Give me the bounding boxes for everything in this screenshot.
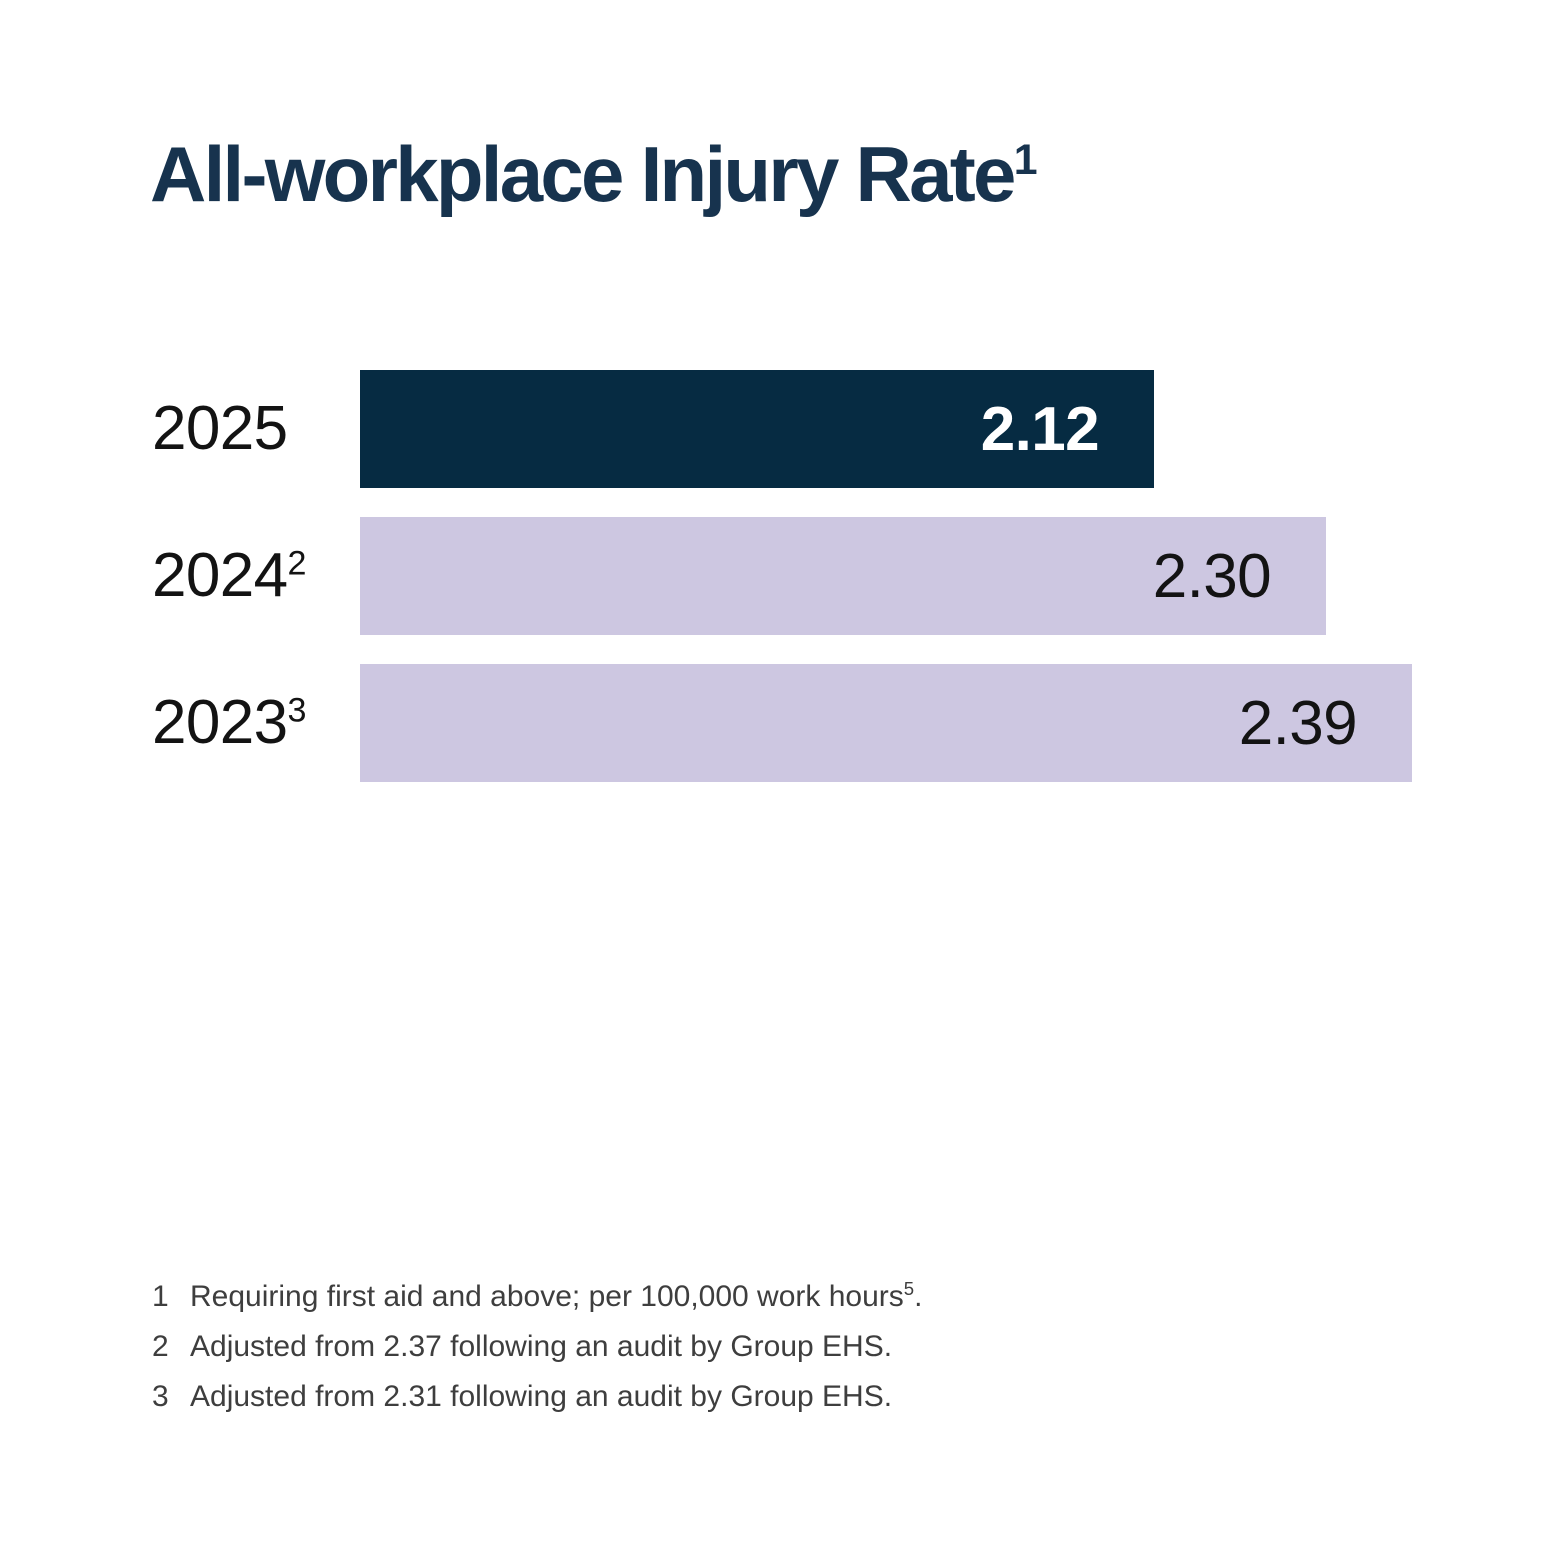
footnote-text-body: Requiring first aid and above; per 100,0… bbox=[190, 1280, 904, 1313]
chart-title-text: All-workplace Injury Rate bbox=[150, 130, 1016, 218]
footnote-1: 1 Requiring first aid and above; per 100… bbox=[152, 1272, 922, 1322]
footnotes: 1 Requiring first aid and above; per 100… bbox=[152, 1272, 922, 1422]
footnote-text: Requiring first aid and above; per 100,0… bbox=[190, 1272, 922, 1322]
bar-value-2024: 2.30 bbox=[1152, 541, 1272, 611]
chart-row-2025: 2025 2.12 bbox=[0, 370, 1563, 488]
footnote-2: 2 Adjusted from 2.37 following an audit … bbox=[152, 1322, 922, 1372]
year-text: 2023 bbox=[152, 688, 288, 757]
bar-value-2023: 2.39 bbox=[1238, 688, 1358, 758]
chart-row-2024: 20242 2.30 bbox=[0, 517, 1563, 635]
year-footnote-marker: 2 bbox=[287, 544, 306, 583]
year-label-2024: 20242 bbox=[152, 517, 306, 635]
chart-row-2023: 20233 2.39 bbox=[0, 664, 1563, 782]
year-text: 2025 bbox=[152, 394, 288, 463]
footnote-text: Adjusted from 2.37 following an audit by… bbox=[190, 1322, 892, 1372]
footnote-number: 1 bbox=[152, 1280, 169, 1313]
year-label-2025: 2025 bbox=[152, 370, 288, 488]
footnote-text-body: Adjusted from 2.31 following an audit by… bbox=[190, 1380, 893, 1413]
year-footnote-marker: 3 bbox=[287, 691, 306, 730]
bar-value-2025: 2.12 bbox=[980, 394, 1100, 464]
chart-title-footnote-marker: 1 bbox=[1013, 136, 1038, 184]
footnote-3: 3 Adjusted from 2.31 following an audit … bbox=[152, 1372, 922, 1422]
footnote-text: Adjusted from 2.31 following an audit by… bbox=[190, 1372, 892, 1422]
bar-2023: 2.39 bbox=[360, 664, 1412, 782]
chart-title: All-workplace Injury Rate1 bbox=[150, 133, 1038, 216]
footnote-text-body: Adjusted from 2.37 following an audit by… bbox=[190, 1330, 893, 1363]
footnote-number: 2 bbox=[152, 1330, 169, 1363]
bar-chart: 2025 2.12 20242 2.30 20233 2.39 bbox=[0, 370, 1563, 811]
year-label-2023: 20233 bbox=[152, 664, 306, 782]
footnote-number: 3 bbox=[152, 1380, 169, 1413]
footnote-sup-marker: 5 bbox=[903, 1278, 915, 1299]
bar-2025: 2.12 bbox=[360, 370, 1154, 488]
year-text: 2024 bbox=[152, 541, 288, 610]
footnote-text-tail: . bbox=[914, 1280, 923, 1313]
bar-2024: 2.30 bbox=[360, 517, 1326, 635]
